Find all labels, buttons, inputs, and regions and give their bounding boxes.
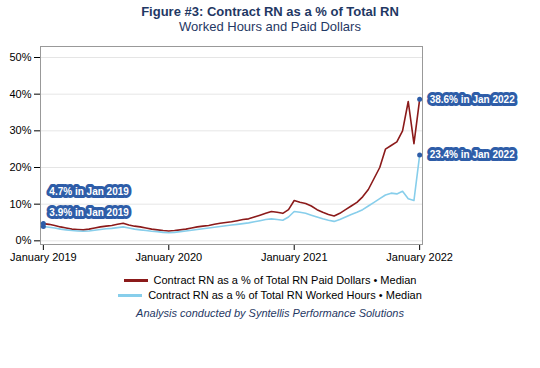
svg-text:20%: 20% (9, 161, 31, 173)
html-text:Contract RN as a % of Total RN: Contract RN as a % of Total RN Worked Ho… (148, 289, 422, 301)
html-text:Analysis conducted by Syntelli: Analysis conducted by Syntellis Performa… (136, 307, 404, 319)
svg-text:30%: 30% (9, 124, 31, 136)
svg-text:January 2019: January 2019 (10, 251, 77, 263)
svg-text:January 2020: January 2020 (135, 251, 202, 263)
svg-text:January 2022: January 2022 (386, 251, 453, 263)
svg-text:40%: 40% (9, 88, 31, 100)
svg-text:50%: 50% (9, 51, 31, 63)
html-text:Figure #3: Contract RN as a %: Figure #3: Contract RN as a % of Total R… (141, 4, 399, 19)
html-text:Worked Hours and Paid Dollars: Worked Hours and Paid Dollars (179, 19, 361, 34)
svg-text:January 2021: January 2021 (261, 251, 328, 263)
svg-text:4.7% in Jan 2019: 4.7% in Jan 2019 (49, 186, 129, 197)
html-text:Contract RN as a % of Total RN: Contract RN as a % of Total RN Paid Doll… (153, 274, 417, 286)
svg-text:3.9% in Jan 2019: 3.9% in Jan 2019 (49, 207, 129, 218)
svg-text:10%: 10% (9, 198, 31, 210)
svg-text:38.6% in Jan 2022: 38.6% in Jan 2022 (430, 94, 515, 105)
svg-text:0%: 0% (16, 234, 32, 246)
svg-text:23.4% in Jan 2022: 23.4% in Jan 2022 (430, 149, 515, 160)
